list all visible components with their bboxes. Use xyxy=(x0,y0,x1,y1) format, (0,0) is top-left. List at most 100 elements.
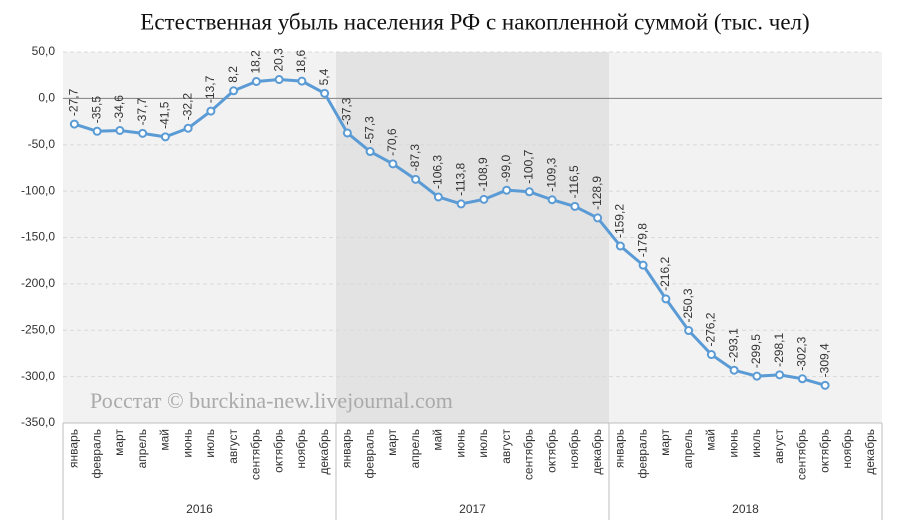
watermark: Росстат © burckina-new.livejournal.com xyxy=(90,388,453,413)
x-tick-label: февраль xyxy=(362,429,376,479)
data-point xyxy=(729,365,739,375)
x-tick-label: апрель xyxy=(135,429,149,468)
data-point xyxy=(593,213,603,223)
data-label: -159,2 xyxy=(613,204,627,238)
x-tick-label: октябрь xyxy=(817,429,831,473)
data-point xyxy=(229,86,239,96)
y-tick-label: 0,0 xyxy=(38,91,55,105)
data-label: -32,2 xyxy=(180,93,194,121)
x-tick-label: ноябрь xyxy=(567,429,581,469)
data-label: -37,7 xyxy=(135,98,149,126)
data-label: -57,3 xyxy=(362,116,376,144)
x-tick-label: сентябрь xyxy=(249,429,263,480)
data-label: -87,3 xyxy=(408,144,422,172)
data-point xyxy=(661,294,671,304)
x-tick-label: июль xyxy=(203,429,217,458)
x-tick-label: июль xyxy=(749,429,763,458)
data-point xyxy=(615,241,625,251)
data-label: -35,5 xyxy=(89,96,103,124)
data-label: -27,7 xyxy=(67,88,81,116)
data-label: 18,6 xyxy=(294,49,308,73)
data-point xyxy=(638,260,648,270)
x-tick-label: август xyxy=(772,429,786,464)
y-tick-label: -50,0 xyxy=(28,137,56,151)
x-tick-label: апрель xyxy=(681,429,695,468)
data-label: 20,3 xyxy=(271,48,285,72)
data-point xyxy=(365,147,375,157)
data-label: 18,2 xyxy=(249,50,263,74)
data-point xyxy=(138,128,148,138)
data-label: -34,6 xyxy=(112,95,126,123)
data-label: -106,3 xyxy=(431,155,445,189)
data-label: -100,7 xyxy=(522,149,536,183)
data-point xyxy=(320,88,330,98)
data-label: -13,7 xyxy=(203,75,217,103)
data-point xyxy=(297,76,307,86)
data-label: -108,9 xyxy=(476,157,490,191)
data-label: -116,5 xyxy=(567,165,581,198)
data-point xyxy=(251,76,261,86)
x-tick-label: июнь xyxy=(180,429,194,458)
data-point xyxy=(411,174,421,184)
x-tick-label: ноябрь xyxy=(840,429,854,469)
data-point xyxy=(160,132,170,142)
data-point xyxy=(524,187,534,197)
data-label: -37,3 xyxy=(340,97,354,125)
data-point xyxy=(183,123,193,133)
x-tick-label: март xyxy=(385,429,399,456)
data-point xyxy=(69,119,79,129)
data-point xyxy=(752,371,762,381)
data-point xyxy=(570,201,580,211)
data-point xyxy=(775,370,785,380)
group-label: 2016 xyxy=(186,502,213,516)
data-label: -99,0 xyxy=(499,155,513,183)
x-tick-label: январь xyxy=(613,429,627,468)
y-tick-label: -250,0 xyxy=(21,322,55,336)
x-tick-label: август xyxy=(499,429,513,464)
data-label: -128,9 xyxy=(590,176,604,210)
y-tick-label: -300,0 xyxy=(21,369,55,383)
data-point xyxy=(706,350,716,360)
data-label: -276,2 xyxy=(704,312,718,346)
x-tick-label: март xyxy=(112,429,126,456)
x-tick-label: июль xyxy=(476,429,490,458)
x-tick-label: февраль xyxy=(89,429,103,479)
data-point xyxy=(502,185,512,195)
y-tick-label: -150,0 xyxy=(21,230,55,244)
data-point xyxy=(456,199,466,209)
data-label: -70,6 xyxy=(385,128,399,156)
y-tick-label: 50,0 xyxy=(32,44,56,58)
x-tick-label: февраль xyxy=(635,429,649,479)
data-point xyxy=(92,126,102,136)
data-point xyxy=(433,192,443,202)
data-point xyxy=(206,106,216,116)
x-tick-label: декабрь xyxy=(863,429,877,475)
x-tick-label: август xyxy=(226,429,240,464)
data-label: -309,4 xyxy=(817,343,831,377)
x-tick-label: январь xyxy=(340,429,354,468)
x-tick-label: март xyxy=(658,429,672,456)
data-point xyxy=(342,128,352,138)
x-tick-label: апрель xyxy=(408,429,422,468)
data-label: -299,5 xyxy=(749,334,763,368)
data-label: -302,3 xyxy=(795,336,809,370)
x-tick-label: декабрь xyxy=(590,429,604,475)
series-line xyxy=(73,78,826,387)
x-tick-label: сентябрь xyxy=(522,429,536,480)
data-point xyxy=(820,380,830,390)
data-point xyxy=(388,159,398,169)
x-tick-label: январь xyxy=(67,429,81,468)
x-tick-label: май xyxy=(704,429,718,451)
group-label: 2018 xyxy=(732,502,759,516)
x-tick-label: ноябрь xyxy=(294,429,308,469)
x-tick-label: май xyxy=(431,429,445,451)
x-tick-label: октябрь xyxy=(544,429,558,473)
data-label: -179,8 xyxy=(635,223,649,257)
data-point xyxy=(797,374,807,384)
data-label: 5,4 xyxy=(317,68,331,85)
data-point xyxy=(547,195,557,205)
data-label: -113,8 xyxy=(453,162,467,195)
x-tick-label: июнь xyxy=(453,429,467,458)
data-label: 8,2 xyxy=(226,66,240,83)
